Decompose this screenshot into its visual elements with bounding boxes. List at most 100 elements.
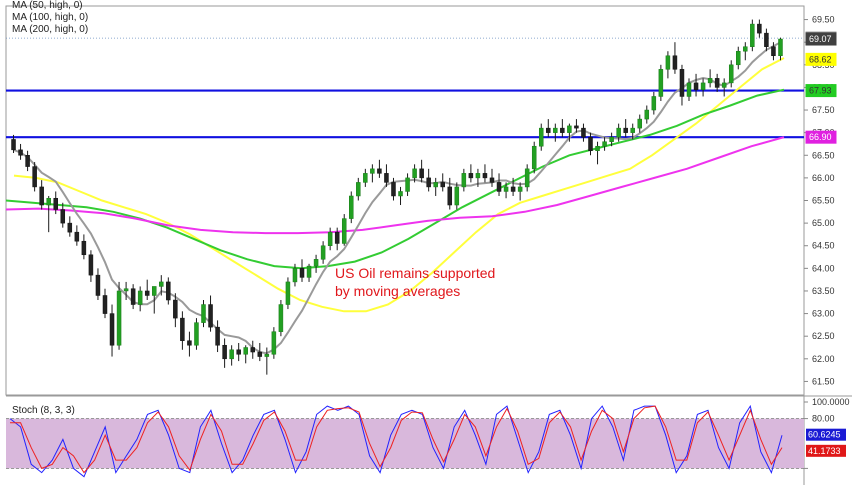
candle-body [475,173,481,179]
stoch-tag-box [806,428,846,441]
candle-body [581,127,586,138]
stochastic-layer [6,404,804,478]
candle-body [567,125,572,133]
candle-body [686,82,692,97]
candle-body [334,231,340,244]
candle [208,295,213,332]
candle [616,123,621,142]
candle-body [595,145,600,151]
price-tag-box [805,84,837,98]
candle [306,263,312,282]
candle [151,286,157,314]
axis-layer: 61.50 62.00 62.50 63.00 63.50 64.00 64.50 65.00… [804,15,850,469]
candle [398,186,403,206]
stoch-line [10,405,783,474]
stoch-title: Stoch (8, 3, 3) [12,405,75,416]
price-tag-label: 66.90 [809,132,832,142]
candle [264,347,270,375]
price-layer [5,19,804,375]
candle [630,123,635,140]
candle-body [679,69,685,97]
candle-body [327,231,333,246]
candle [658,64,664,101]
candle-body [384,173,389,183]
candle [567,123,572,142]
price-ytick-label: 62.00 [812,354,835,364]
candle [546,119,551,138]
candle [370,164,375,183]
candle [651,91,657,115]
price-tag: 67.93 [805,84,837,98]
candle-body [137,290,143,305]
candle [426,168,431,192]
candle [278,300,284,337]
candle [166,277,171,305]
candle [461,168,467,192]
candle-body [721,82,727,88]
candle-body [377,168,382,174]
stoch-tag: 60.6245 [806,428,846,441]
candle-body [391,182,396,197]
candle-body [208,304,213,328]
candle [18,143,23,160]
moving-average-line [5,88,785,270]
candle-body [356,182,361,197]
candle [159,275,164,296]
candle-body [271,331,277,355]
candle [609,132,614,147]
candle-body [757,23,762,34]
candle [728,60,734,88]
candle [349,191,354,224]
candle [503,182,509,199]
candle [222,338,227,368]
candle-body [750,23,755,47]
candle [334,227,340,251]
stoch-tag-box [806,444,846,457]
candle [95,268,101,301]
candle-body [313,259,319,267]
candle [292,263,298,287]
candle-body [229,349,234,360]
candle-body [553,127,558,133]
candle-body [95,274,101,296]
candle-body [714,78,720,88]
candle [144,279,150,301]
candle-body [46,197,51,206]
candle [721,78,727,97]
annotation-line-1: US Oil remains supported [335,265,495,281]
candle-body [194,322,199,346]
candle [229,345,234,366]
price-ytick-label: 64.00 [812,263,835,273]
candle [53,191,58,215]
candle-body [447,186,453,206]
candle-body [496,182,502,192]
candle-body [74,231,80,242]
candle [137,286,143,312]
candle-body [546,127,551,133]
legend-ma100: MA (100, high, 0) [12,12,88,23]
candle [574,119,579,133]
candle-body [215,326,220,346]
candle [341,214,347,246]
candle [778,37,783,61]
price-tag-box [805,32,837,46]
price-ytick-label: 62.50 [812,331,835,341]
candle-body [116,290,122,346]
candle [581,123,586,142]
candle-body [39,186,44,206]
candle-body [151,286,157,296]
candle [736,46,741,70]
candle [531,141,537,174]
stoch-ytick-label: 80.00 [812,414,835,424]
candle [412,164,417,183]
price-ytick-label: 61.50 [812,376,835,386]
candle-body [123,288,129,292]
price-ytick-label: 63.50 [812,286,835,296]
candle [236,342,241,362]
candle [757,19,762,38]
candle-body [778,38,783,57]
price-tag-box [805,52,837,66]
candle [180,311,185,350]
candle-body [67,222,73,233]
price-ytick-label: 66.50 [812,150,835,160]
